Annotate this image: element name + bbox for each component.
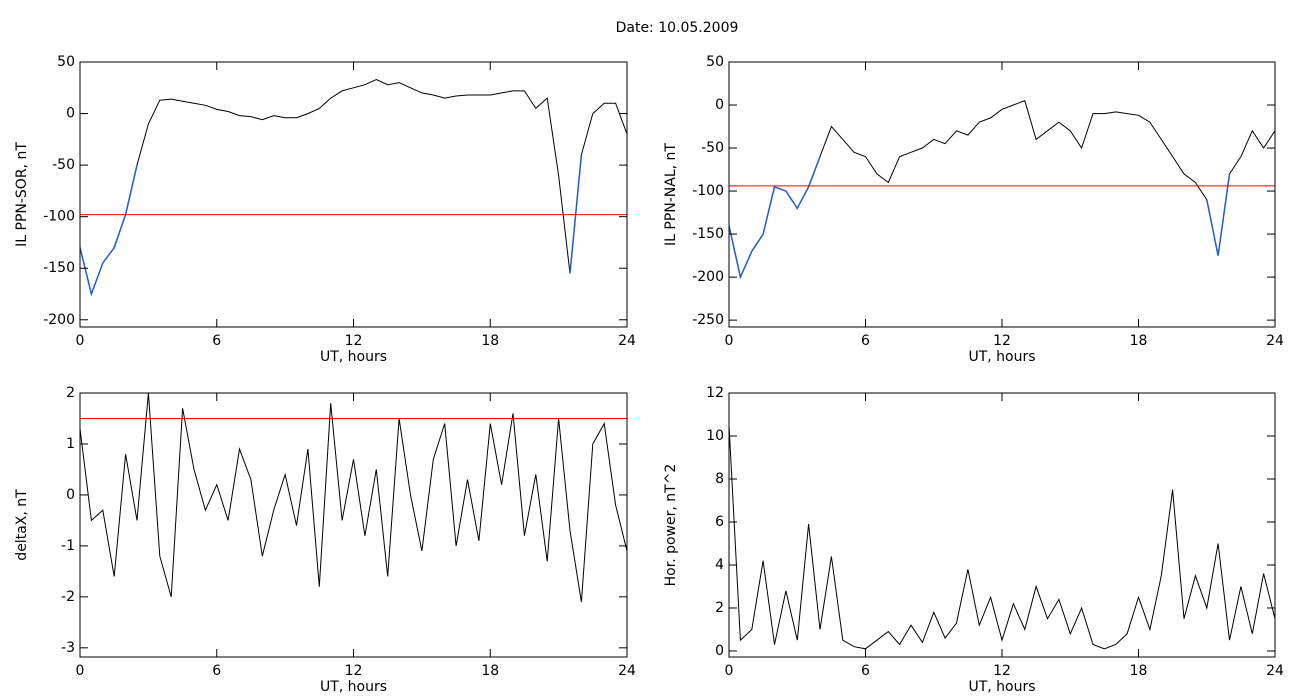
- x-tick-label: 18: [1130, 333, 1148, 349]
- y-tick-label: -3: [61, 640, 75, 656]
- x-tick-label: 6: [212, 663, 221, 679]
- data-line: [80, 78, 627, 296]
- x-tick-label: 18: [481, 663, 499, 679]
- y-tick-label: 0: [66, 106, 75, 122]
- x-tick-label: 18: [481, 333, 499, 349]
- data-line: [729, 100, 1275, 279]
- x-tick-label: 24: [1266, 333, 1284, 349]
- x-axis-label: UT, hours: [320, 349, 387, 365]
- x-tick-label: 6: [861, 663, 870, 679]
- y-tick-label: -250: [692, 312, 724, 328]
- highlight-line: [729, 156, 821, 280]
- plot-area: [729, 100, 1275, 280]
- y-tick-label: 12: [706, 385, 724, 401]
- highlight-line: [80, 164, 138, 297]
- x-tick-label: 12: [345, 333, 363, 349]
- highlight-line: [569, 154, 583, 274]
- plot-frame: [79, 61, 628, 328]
- y-tick-label: -100: [43, 209, 75, 225]
- plot-frame: [728, 392, 1276, 658]
- x-tick-label: 0: [725, 663, 734, 679]
- x-tick-label: 12: [345, 663, 363, 679]
- y-tick-label: -150: [43, 260, 75, 276]
- data-line: [729, 425, 1275, 650]
- x-tick-label: 24: [618, 663, 636, 679]
- plot-area: [80, 393, 627, 603]
- y-tick-label: 8: [715, 471, 724, 487]
- x-axis-label: UT, hours: [968, 349, 1035, 365]
- y-axis-label: IL PPN-NAL, nT: [663, 143, 679, 246]
- y-tick-label: -1: [61, 538, 75, 554]
- x-tick-label: 18: [1130, 663, 1148, 679]
- x-tick-label: 12: [993, 333, 1011, 349]
- y-tick-label: 10: [706, 428, 724, 444]
- x-axis-label: UT, hours: [968, 679, 1035, 695]
- x-tick-label: 6: [861, 333, 870, 349]
- x-tick-label: 0: [76, 663, 85, 679]
- x-tick-label: 0: [76, 333, 85, 349]
- y-tick-label: 0: [66, 487, 75, 503]
- y-tick-label: 50: [57, 54, 75, 70]
- y-tick-label: -100: [692, 183, 724, 199]
- y-axis-label: IL PPN-SOR, nT: [14, 142, 30, 247]
- x-tick-label: 24: [1266, 663, 1284, 679]
- plot-area: [80, 78, 627, 297]
- data-line: [80, 393, 627, 603]
- highlight-line: [1206, 173, 1231, 256]
- x-tick-label: 24: [618, 333, 636, 349]
- y-tick-label: -200: [43, 312, 75, 328]
- y-tick-label: 0: [715, 97, 724, 113]
- y-tick-label: 2: [715, 600, 724, 616]
- y-tick-label: 2: [66, 385, 75, 401]
- y-tick-label: 0: [715, 643, 724, 659]
- y-tick-label: 4: [715, 557, 724, 573]
- plot-area: [729, 425, 1275, 650]
- x-tick-label: 6: [212, 333, 221, 349]
- y-tick-label: -50: [701, 140, 724, 156]
- y-tick-label: -200: [692, 269, 724, 285]
- y-tick-label: -2: [61, 589, 75, 605]
- plot-frame: [79, 392, 628, 658]
- plot-frame: [728, 61, 1276, 328]
- x-tick-label: 0: [725, 333, 734, 349]
- y-tick-label: 6: [715, 514, 724, 530]
- y-tick-label: -150: [692, 226, 724, 242]
- x-axis-label: UT, hours: [320, 679, 387, 695]
- x-tick-label: 12: [993, 663, 1011, 679]
- y-axis-label: Hor. power, nT^2: [663, 464, 679, 587]
- y-axis-label: deltaX, nT: [14, 489, 30, 561]
- y-tick-label: 50: [706, 54, 724, 70]
- figure-title: Date: 10.05.2009: [616, 20, 739, 36]
- y-tick-label: 1: [66, 436, 75, 452]
- y-tick-label: -50: [52, 157, 75, 173]
